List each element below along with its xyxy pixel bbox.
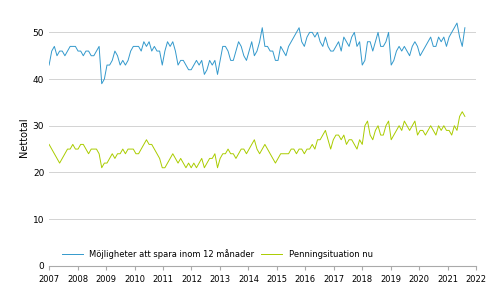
Legend: Möjligheter att spara inom 12 månader, Penningsituation nu: Möjligheter att spara inom 12 månader, P…: [62, 249, 373, 259]
Y-axis label: Nettotal: Nettotal: [19, 117, 28, 157]
